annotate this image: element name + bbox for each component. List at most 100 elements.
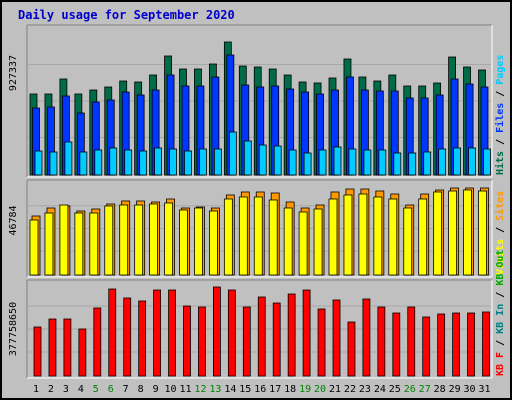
bar-visits-day-15 — [238, 196, 248, 276]
bar-pages-day-15 — [243, 140, 252, 176]
bar-kb-f-day-7 — [123, 297, 132, 377]
x-tick-day-5: 5 — [93, 384, 99, 395]
bar-visits-day-31 — [478, 190, 487, 276]
bar-visits-day-26 — [403, 207, 413, 276]
bar-visits-day-12 — [194, 207, 203, 276]
x-tick-day-24: 24 — [374, 384, 386, 395]
x-tick-day-21: 21 — [329, 384, 341, 395]
legend-text: Hits / Files / Pages — [494, 55, 506, 175]
bar-pages-day-23 — [363, 149, 372, 176]
bar-kb-f-day-1 — [33, 326, 42, 377]
bar-visits-day-25 — [388, 198, 398, 276]
bar-pages-day-25 — [393, 152, 402, 176]
bar-visits-day-13 — [208, 210, 218, 276]
bar-pages-day-30 — [468, 147, 476, 176]
bar-visits-day-28 — [433, 191, 443, 276]
x-tick-day-3: 3 — [63, 384, 69, 395]
x-tick-day-16: 16 — [254, 384, 266, 395]
bar-visits-day-11 — [179, 209, 188, 276]
x-tick-day-26: 26 — [404, 384, 416, 395]
bar-visits-day-6 — [104, 205, 114, 276]
bar-kb-f-day-13 — [212, 286, 221, 377]
bar-pages-day-11 — [184, 150, 192, 176]
bar-kb-f-day-5 — [93, 307, 102, 377]
x-tick-day-20: 20 — [314, 384, 326, 395]
bar-pages-day-26 — [408, 152, 417, 176]
bar-kb-f-day-30 — [467, 312, 475, 377]
legend-item-hits: Hits — [494, 151, 506, 175]
bar-pages-day-9 — [154, 147, 163, 176]
x-tick-day-13: 13 — [209, 384, 221, 395]
legend-item-visits: Visits — [494, 239, 506, 275]
bar-pages-day-6 — [109, 147, 118, 176]
legend-separator: / — [495, 334, 506, 352]
bar-kb-f-day-12 — [198, 306, 206, 377]
bar-kb-f-day-21 — [332, 299, 341, 377]
x-tick-day-18: 18 — [284, 384, 296, 395]
bar-visits-day-2 — [44, 212, 54, 276]
x-tick-day-1: 1 — [33, 384, 39, 395]
bar-pages-day-10 — [169, 148, 177, 176]
legend-separator: / — [495, 286, 506, 304]
bar-kb-f-day-23 — [362, 298, 371, 377]
x-tick-day-28: 28 — [434, 384, 446, 395]
bar-kb-f-day-27 — [422, 316, 431, 377]
x-tick-day-29: 29 — [449, 384, 461, 395]
bar-kb-f-day-20 — [317, 308, 326, 377]
legend-text: Visits / Sites — [494, 191, 506, 275]
legend-item-sites: Sites — [494, 191, 506, 221]
chart-panels: 927337 Hits / Files / Pages 46784 Visits / … — [8, 24, 506, 395]
x-tick-day-6: 6 — [108, 384, 114, 395]
x-tick-day-31: 31 — [478, 384, 490, 395]
bar-kb-f-day-9 — [153, 289, 162, 377]
panel-legend: Hits / Files / Pages — [494, 55, 506, 175]
bar-kb-f-day-8 — [138, 300, 147, 377]
bar-pages-day-13 — [213, 148, 222, 176]
bar-kb-f-day-22 — [347, 321, 356, 377]
bar-kb-f-day-28 — [437, 313, 446, 377]
x-tick-day-19: 19 — [299, 384, 311, 395]
bar-kb-f-day-29 — [452, 312, 461, 377]
panel-1: 927337 Hits / Files / Pages — [8, 24, 506, 178]
bar-pages-day-29 — [453, 147, 462, 176]
bar-visits-day-16 — [253, 196, 263, 276]
bar-pages-day-18 — [288, 149, 297, 176]
bar-visits-day-10 — [164, 202, 173, 276]
bar-pages-day-17 — [273, 145, 282, 176]
chart-title: Daily usage for September 2020 — [18, 8, 235, 22]
x-tick-day-2: 2 — [48, 384, 54, 395]
x-tick-day-27: 27 — [419, 384, 431, 395]
x-tick-day-23: 23 — [359, 384, 371, 395]
legend-item-files: Files — [494, 103, 506, 133]
x-tick-day-10: 10 — [165, 384, 177, 395]
bar-visits-day-4 — [74, 212, 84, 276]
bar-kb-f-day-26 — [407, 306, 416, 377]
legend-text: KB F / KB In / KB Out — [495, 250, 506, 376]
bar-visits-day-19 — [298, 211, 308, 276]
bar-kb-f-day-18 — [287, 293, 296, 377]
bar-visits-day-22 — [343, 194, 353, 276]
bar-pages-day-5 — [94, 149, 103, 176]
bar-visits-day-9 — [149, 203, 159, 276]
bar-kb-f-day-14 — [227, 289, 236, 377]
x-tick-day-7: 7 — [123, 384, 129, 395]
bar-pages-day-22 — [348, 148, 357, 176]
bar-visits-day-23 — [358, 193, 368, 276]
panel-2: 46784 Visits / Sites — [8, 179, 506, 278]
bar-visits-day-8 — [134, 204, 144, 276]
bar-kb-f-day-24 — [377, 306, 386, 377]
x-tick-day-4: 4 — [78, 384, 84, 395]
legend-item-pages: Pages — [495, 55, 506, 85]
x-tick-day-25: 25 — [389, 384, 401, 395]
bar-kb-f-day-4 — [78, 328, 87, 377]
bar-kb-f-day-10 — [168, 289, 176, 377]
bar-kb-f-day-11 — [183, 305, 191, 377]
bar-pages-day-19 — [303, 152, 312, 176]
bar-visits-day-14 — [223, 198, 233, 276]
bar-pages-day-16 — [258, 144, 267, 176]
bar-visits-day-30 — [463, 189, 472, 276]
bar-pages-day-4 — [79, 151, 88, 176]
x-tick-day-12: 12 — [194, 384, 206, 395]
bar-pages-day-14 — [228, 131, 237, 176]
